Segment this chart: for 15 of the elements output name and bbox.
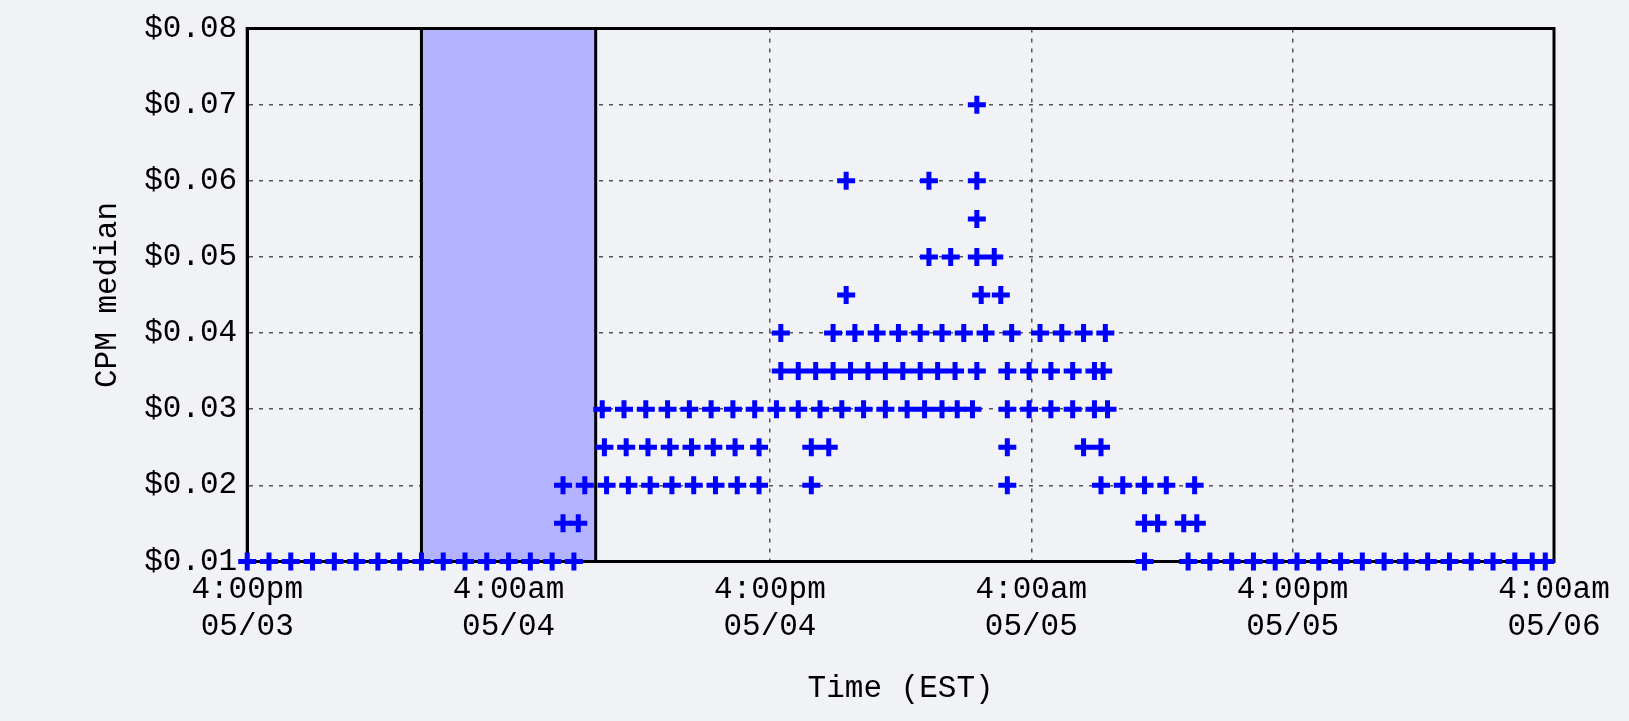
y-tick-label: $0.07 [144, 86, 238, 122]
x-tick-label: 4:00am 05/04 [452, 572, 565, 645]
y-tick-label: $0.06 [144, 163, 238, 199]
x-tick-label: 4:00pm 05/03 [191, 572, 304, 645]
y-tick-label: $0.02 [144, 467, 238, 503]
y-tick-label: $0.08 [144, 10, 238, 46]
x-tick-label: 4:00am 05/06 [1498, 572, 1610, 645]
x-axis-title: Time (EST) [807, 670, 994, 706]
y-tick-label: $0.05 [144, 239, 238, 275]
x-tick-label: 4:00pm 05/04 [714, 572, 826, 645]
y-tick-label: $0.03 [144, 391, 238, 427]
y-tick-label: $0.04 [144, 315, 238, 351]
y-axis-title: CPM median [89, 201, 125, 389]
x-tick-label: 4:00am 05/05 [975, 572, 1088, 645]
x-tick-label: 4:00pm 05/05 [1236, 572, 1349, 645]
